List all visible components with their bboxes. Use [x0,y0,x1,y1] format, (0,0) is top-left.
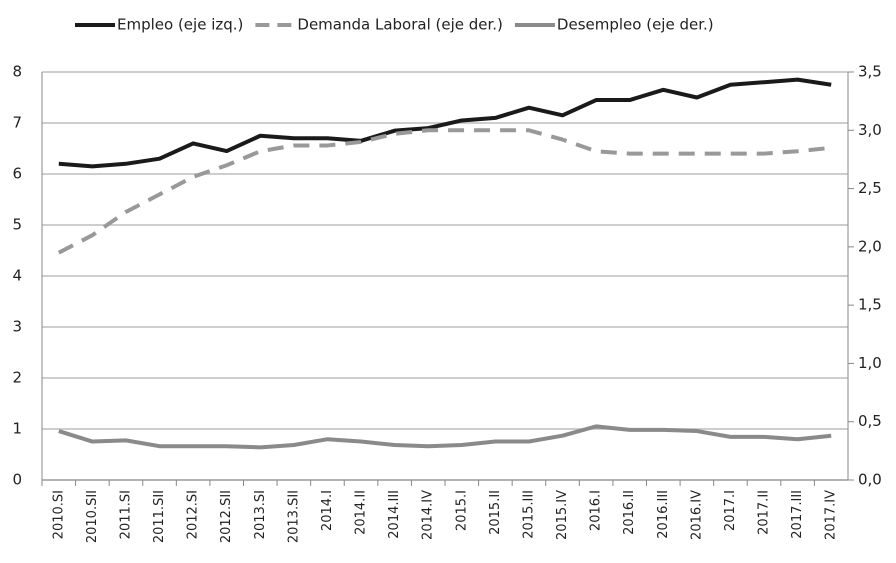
legend-label: Empleo (eje izq.) [117,16,243,34]
x-tick-label: 2015.IV [555,490,570,540]
x-tick-label: 2016.III [656,490,671,539]
x-tick-label: 2013.SI [253,490,268,539]
x-tick-label: 2015.III [521,490,536,539]
legend-label: Demanda Laboral (eje der.) [297,16,503,34]
y2-tick-label: 2,0 [858,237,882,255]
y-tick-label: 0 [12,471,22,489]
x-tick-label: 2014.IV [421,490,436,540]
x-tick-label: 2015.II [488,490,503,535]
y-tick-label: 2 [12,369,22,387]
x-tick-label: 2017.IV [824,490,839,540]
line [58,424,832,450]
x-tick-label: 2016.I [589,490,604,531]
x-tick-label: 2011.SI [118,490,133,539]
line [57,128,832,255]
line [58,77,832,169]
y-tick-label: 1 [12,420,22,438]
x-tick-label: 2011.SII [152,490,167,543]
y2-tick-label: 1,5 [858,296,882,314]
y2-tick-label: 1,0 [858,354,882,372]
y2-tick-label: 2,5 [858,179,882,197]
y2-tick-label: 3,0 [858,121,882,139]
y2-tick-label: 0,0 [858,471,882,489]
x-tick-label: 2017.III [790,490,805,539]
x-tick-label: 2016.II [622,490,637,535]
y-tick-label: 7 [12,114,22,132]
x-tick-label: 2017.I [723,490,738,531]
y-tick-label: 6 [12,165,22,183]
x-tick-label: 2012.SII [219,490,234,543]
y-tick-label: 4 [12,267,22,285]
y2-tick-label: 0,5 [858,412,882,430]
x-tick-label: 2010.SII [85,490,100,543]
y-tick-label: 8 [12,63,22,81]
y-tick-label: 5 [12,216,22,234]
x-tick-label: 2014.II [354,490,369,535]
y-tick-label: 3 [12,318,22,336]
x-tick-label: 2012.SI [186,490,201,539]
legend-label: Desempleo (eje der.) [557,16,714,34]
x-tick-label: 2015.I [454,490,469,531]
x-tick-label: 2017.II [757,490,772,535]
x-tick-label: 2010.SI [51,490,66,539]
x-tick-label: 2014.III [387,490,402,539]
x-tick-label: 2016.IV [689,490,704,540]
y2-tick-label: 3,5 [858,63,882,81]
x-tick-label: 2013.SII [286,490,301,543]
x-tick-label: 2014.I [320,490,335,531]
